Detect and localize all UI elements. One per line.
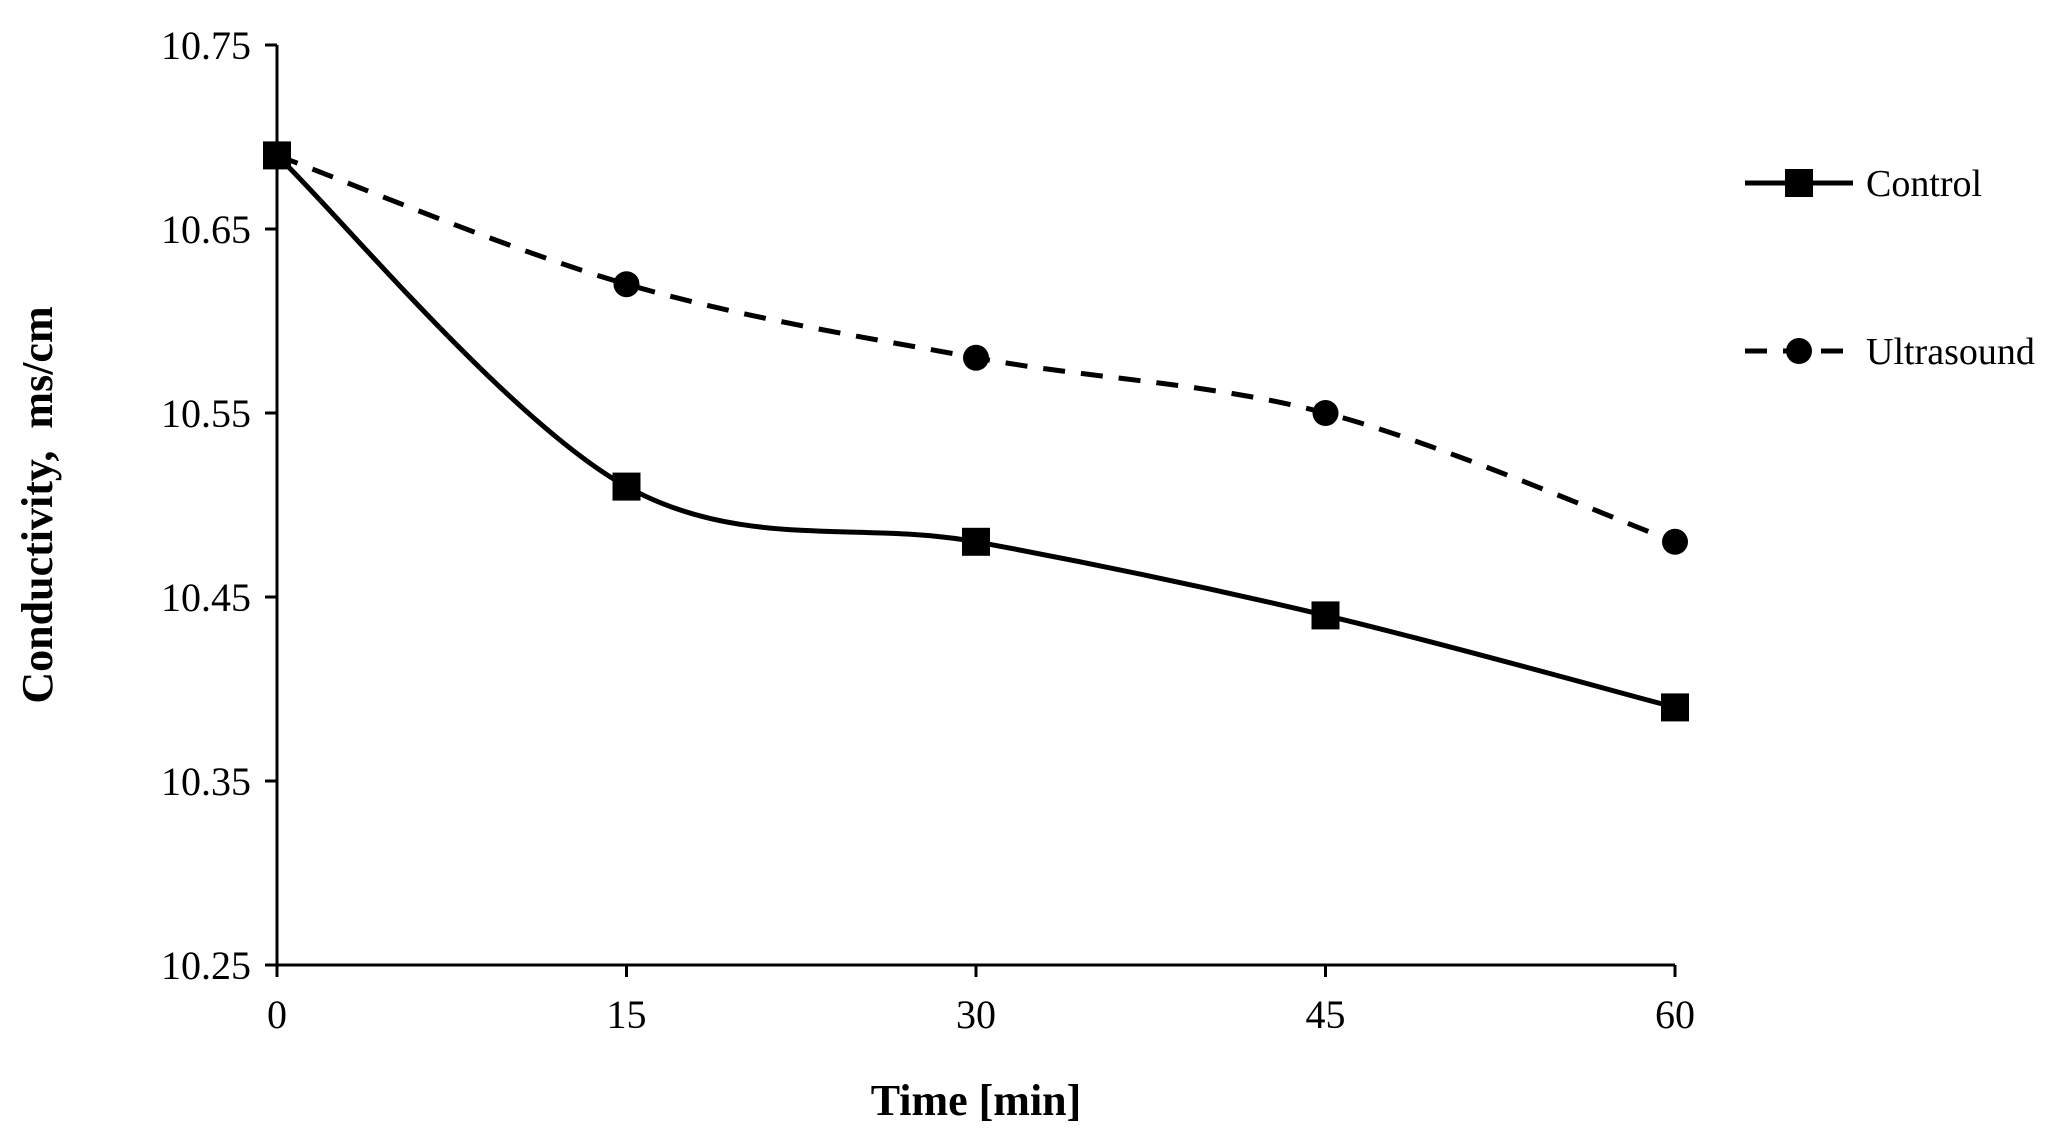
y-tick-label: 10.65 [161, 207, 251, 252]
y-tick-label: 10.25 [161, 943, 251, 988]
data-point-ultrasound [613, 271, 640, 298]
x-tick-label: 45 [1306, 992, 1346, 1037]
y-tick-label: 10.35 [161, 759, 251, 804]
series-control [263, 141, 1689, 722]
legend-item-ultrasound: Ultrasound [1745, 331, 2035, 373]
data-point-ultrasound [1662, 528, 1688, 555]
y-tick-label: 10.45 [161, 575, 251, 620]
series-ultrasound [264, 142, 1688, 555]
data-point-control [612, 472, 641, 501]
x-axis-ticks: 0 15 30 45 60 [267, 965, 1695, 1037]
x-tick-label: 30 [956, 992, 996, 1037]
y-tick-label: 10.75 [161, 23, 251, 68]
legend-item-control: Control [1745, 163, 1982, 205]
data-point-ultrasound [1312, 400, 1339, 426]
x-tick-label: 15 [607, 992, 647, 1037]
data-point-ultrasound [264, 142, 290, 169]
x-tick-label: 60 [1655, 992, 1695, 1037]
series-line-control [275, 153, 1676, 710]
data-point-control [962, 527, 990, 556]
y-axis-title: Conductivity, ms/cm [13, 306, 62, 703]
legend-marker [1785, 169, 1813, 197]
axes: 10.25 10.35 10.45 10.55 10.65 10.75 0 15 30 45 60 [161, 23, 1695, 1037]
x-axis-title: Time [min] [871, 1076, 1082, 1125]
x-tick-label: 0 [267, 992, 287, 1037]
data-point-control [1311, 601, 1340, 630]
legend-label: Ultrasound [1866, 331, 2035, 373]
y-axis-ticks: 10.25 10.35 10.45 10.55 10.65 10.75 [161, 23, 277, 988]
y-tick-label: 10.55 [161, 391, 251, 436]
legend-label: Control [1866, 163, 1982, 205]
series-layer [263, 141, 1689, 722]
data-point-ultrasound [963, 344, 989, 371]
legend: Control Ultrasound [1745, 163, 2035, 373]
data-point-control [1661, 693, 1689, 722]
legend-marker [1786, 338, 1812, 364]
